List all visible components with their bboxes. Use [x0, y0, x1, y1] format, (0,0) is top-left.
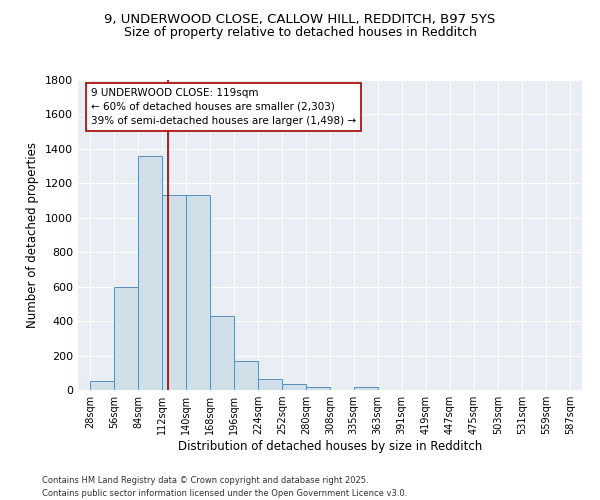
Bar [234, 360, 259, 390]
Bar [353, 388, 377, 390]
Text: 9 UNDERWOOD CLOSE: 119sqm
← 60% of detached houses are smaller (2,303)
39% of se: 9 UNDERWOOD CLOSE: 119sqm ← 60% of detac… [91, 88, 356, 126]
Text: Size of property relative to detached houses in Redditch: Size of property relative to detached ho… [124, 26, 476, 39]
Bar [162, 196, 186, 390]
Bar [210, 316, 234, 390]
Bar [186, 196, 210, 390]
Bar [259, 379, 283, 390]
X-axis label: Distribution of detached houses by size in Redditch: Distribution of detached houses by size … [178, 440, 482, 453]
Bar [138, 156, 162, 390]
Text: 9, UNDERWOOD CLOSE, CALLOW HILL, REDDITCH, B97 5YS: 9, UNDERWOOD CLOSE, CALLOW HILL, REDDITC… [104, 12, 496, 26]
Bar [90, 380, 114, 390]
Y-axis label: Number of detached properties: Number of detached properties [26, 142, 40, 328]
Bar [114, 286, 138, 390]
Text: Contains HM Land Registry data © Crown copyright and database right 2025.
Contai: Contains HM Land Registry data © Crown c… [42, 476, 407, 498]
Bar [307, 386, 331, 390]
Bar [283, 384, 307, 390]
